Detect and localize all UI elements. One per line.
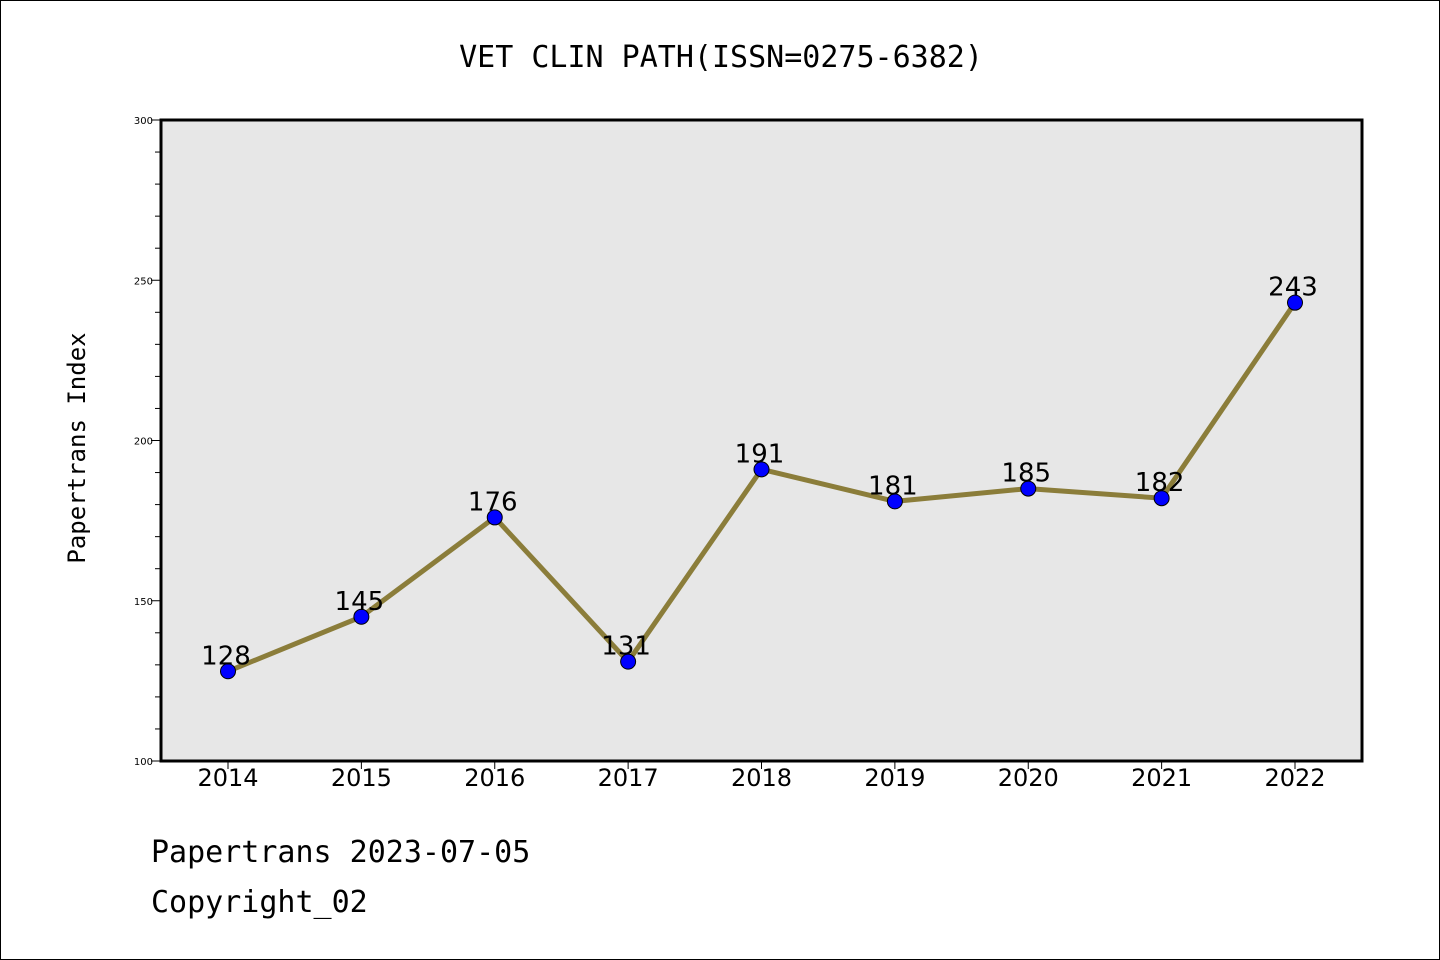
data-label: 182 — [1135, 468, 1185, 498]
data-labels: 128 145 176 131 191 181 185 182 243 — [201, 273, 1318, 672]
data-label: 191 — [735, 439, 785, 469]
x-tick-label: 2015 — [331, 764, 392, 792]
data-point — [1153, 490, 1170, 507]
x-tick-label: 2017 — [598, 764, 659, 792]
y-tick-label: 100 — [134, 757, 153, 768]
footer-date: Papertrans 2023-07-05 — [151, 835, 531, 870]
data-point — [620, 653, 637, 670]
y-tick-label: 200 — [134, 437, 153, 448]
data-point — [1020, 480, 1037, 497]
x-tick-label: 2016 — [464, 764, 525, 792]
data-label: 243 — [1268, 273, 1318, 303]
data-label: 131 — [601, 632, 651, 662]
data-label: 145 — [335, 587, 385, 617]
x-tick-label: 2021 — [1131, 764, 1192, 792]
data-label: 128 — [201, 641, 251, 671]
x-tick-label: 2020 — [998, 764, 1059, 792]
y-tick-label: 150 — [134, 597, 153, 608]
footer-copyright: Copyright_02 — [151, 885, 368, 920]
y-axis-label: Papertrans Index — [63, 332, 91, 563]
data-label: 176 — [468, 487, 518, 517]
x-axis: 2014 2015 2016 2017 2018 2019 2020 2021 2022 — [197, 761, 1326, 792]
data-point — [886, 493, 903, 510]
y-axis: 100 150 200 250 300 — [134, 116, 161, 768]
plot-area — [159, 118, 1364, 763]
chart-title: VET CLIN PATH(ISSN=0275-6382) — [459, 40, 983, 75]
x-tick-label: 2014 — [197, 764, 258, 792]
series-markers — [220, 294, 1303, 680]
data-point — [353, 608, 370, 625]
x-tick-label: 2019 — [864, 764, 925, 792]
data-point — [1287, 294, 1303, 311]
data-point — [220, 663, 236, 680]
data-label: 181 — [868, 471, 918, 501]
data-label: 185 — [1001, 459, 1051, 489]
data-point — [486, 509, 503, 526]
y-tick-label: 300 — [134, 116, 153, 127]
x-tick-label: 2022 — [1264, 764, 1325, 792]
x-tick-label: 2018 — [731, 764, 792, 792]
y-tick-label: 250 — [134, 276, 153, 287]
data-point — [753, 461, 770, 478]
